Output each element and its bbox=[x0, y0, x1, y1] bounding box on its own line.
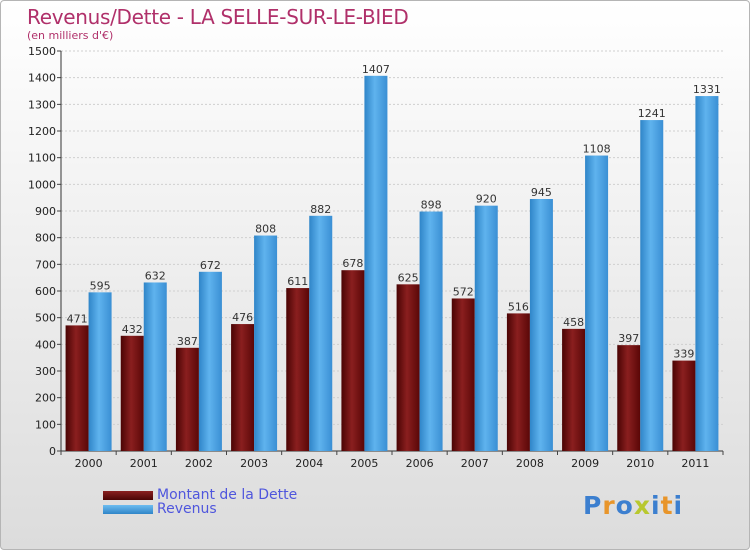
y-tick-label: 0 bbox=[49, 445, 56, 458]
data-label-revenus-2011: 1331 bbox=[693, 83, 721, 96]
bar-revenus-2009 bbox=[585, 155, 609, 452]
y-tick-label: 900 bbox=[35, 205, 56, 218]
legend-swatch-dette bbox=[103, 490, 153, 500]
x-tick-label: 2001 bbox=[130, 457, 158, 470]
data-label-revenus-2005: 1407 bbox=[362, 63, 390, 76]
bar-dette-2011 bbox=[672, 360, 696, 451]
y-tick-label: 1300 bbox=[28, 98, 56, 111]
bar-revenus-2001 bbox=[143, 282, 167, 451]
bar-revenus-2002 bbox=[198, 271, 222, 451]
y-tick-label: 700 bbox=[35, 258, 56, 271]
logo-letter: r bbox=[602, 491, 616, 520]
bar-dette-2004 bbox=[286, 288, 310, 451]
logo-letter: i bbox=[651, 491, 661, 520]
x-tick-label: 2008 bbox=[516, 457, 544, 470]
y-tick-label: 1200 bbox=[28, 125, 56, 138]
legend-item-revenus: Revenus bbox=[103, 501, 217, 517]
data-label-dette-2010: 397 bbox=[618, 332, 639, 345]
legend-swatch-revenus bbox=[103, 504, 153, 514]
legend-label-dette: Montant de la Dette bbox=[157, 487, 298, 503]
x-tick-label: 2004 bbox=[295, 457, 323, 470]
x-tick-label: 2007 bbox=[461, 457, 489, 470]
bar-dette-2000 bbox=[65, 325, 89, 451]
bar-dette-2007 bbox=[451, 298, 475, 451]
data-label-revenus-2004: 882 bbox=[310, 203, 331, 216]
data-label-revenus-2003: 808 bbox=[255, 223, 276, 236]
data-label-dette-2003: 476 bbox=[232, 311, 253, 324]
data-label-dette-2006: 625 bbox=[398, 271, 419, 284]
data-label-revenus-2007: 920 bbox=[476, 193, 497, 206]
logo-letter: t bbox=[660, 491, 674, 520]
data-label-revenus-2010: 1241 bbox=[638, 107, 666, 120]
bar-revenus-2003 bbox=[254, 235, 278, 451]
bar-dette-2002 bbox=[175, 347, 199, 451]
bar-dette-2006 bbox=[396, 284, 420, 451]
bar-dette-2005 bbox=[341, 270, 365, 451]
x-tick-label: 2000 bbox=[75, 457, 103, 470]
y-tick-label: 300 bbox=[35, 365, 56, 378]
data-label-revenus-2009: 1108 bbox=[583, 143, 611, 156]
logo-letter: i bbox=[673, 491, 684, 520]
bar-revenus-2011 bbox=[695, 96, 719, 452]
logo-letter: P bbox=[583, 491, 603, 520]
bar-dette-2009 bbox=[562, 328, 586, 451]
y-tick-label: 100 bbox=[35, 418, 56, 431]
data-label-dette-2005: 678 bbox=[342, 257, 363, 270]
bar-revenus-2008 bbox=[529, 199, 553, 451]
y-tick-label: 400 bbox=[35, 338, 56, 351]
data-label-dette-2009: 458 bbox=[563, 316, 584, 329]
x-tick-label: 2010 bbox=[626, 457, 654, 470]
legend-label-revenus: Revenus bbox=[157, 501, 217, 517]
data-label-revenus-2000: 595 bbox=[90, 279, 111, 292]
bar-dette-2008 bbox=[506, 313, 530, 451]
legend-item-dette: Montant de la Dette bbox=[103, 487, 298, 503]
logo-letter: o bbox=[615, 491, 634, 520]
x-tick-label: 2011 bbox=[681, 457, 709, 470]
bar-revenus-2010 bbox=[640, 120, 664, 452]
data-label-revenus-2008: 945 bbox=[531, 186, 552, 199]
data-label-dette-2004: 611 bbox=[287, 275, 308, 288]
bar-dette-2003 bbox=[231, 324, 255, 451]
data-label-dette-2007: 572 bbox=[453, 285, 474, 298]
bar-revenus-2005 bbox=[364, 75, 388, 452]
y-tick-label: 1400 bbox=[28, 72, 56, 85]
x-tick-label: 2009 bbox=[571, 457, 599, 470]
chart-subtitle: (en milliers d'€) bbox=[27, 29, 114, 42]
data-label-dette-2002: 387 bbox=[177, 335, 198, 348]
data-label-dette-2001: 432 bbox=[122, 323, 143, 336]
logo-letter: x bbox=[633, 491, 651, 520]
proxiti-logo: Proxiti bbox=[583, 491, 683, 520]
y-tick-label: 1100 bbox=[28, 152, 56, 165]
x-tick-label: 2003 bbox=[240, 457, 268, 470]
data-label-revenus-2006: 898 bbox=[421, 199, 442, 212]
bar-dette-2010 bbox=[617, 345, 641, 451]
y-tick-label: 600 bbox=[35, 285, 56, 298]
data-label-revenus-2001: 632 bbox=[145, 269, 166, 282]
data-label-dette-2000: 471 bbox=[67, 312, 88, 325]
x-tick-label: 2006 bbox=[406, 457, 434, 470]
x-tick-label: 2005 bbox=[350, 457, 378, 470]
bar-revenus-2000 bbox=[88, 292, 112, 451]
x-tick-label: 2002 bbox=[185, 457, 213, 470]
data-label-revenus-2002: 672 bbox=[200, 259, 221, 272]
data-label-dette-2008: 516 bbox=[508, 300, 529, 313]
chart-title: Revenus/Dette - LA SELLE-SUR-LE-BIED bbox=[27, 5, 409, 29]
bar-revenus-2006 bbox=[419, 211, 443, 451]
y-tick-label: 200 bbox=[35, 392, 56, 405]
data-label-dette-2011: 339 bbox=[673, 348, 694, 361]
y-tick-label: 500 bbox=[35, 312, 56, 325]
y-tick-label: 1500 bbox=[28, 45, 56, 58]
bar-revenus-2004 bbox=[309, 215, 333, 451]
y-tick-label: 800 bbox=[35, 232, 56, 245]
bar-dette-2001 bbox=[120, 335, 144, 451]
bar-revenus-2007 bbox=[474, 205, 498, 451]
y-tick-label: 1000 bbox=[28, 178, 56, 191]
